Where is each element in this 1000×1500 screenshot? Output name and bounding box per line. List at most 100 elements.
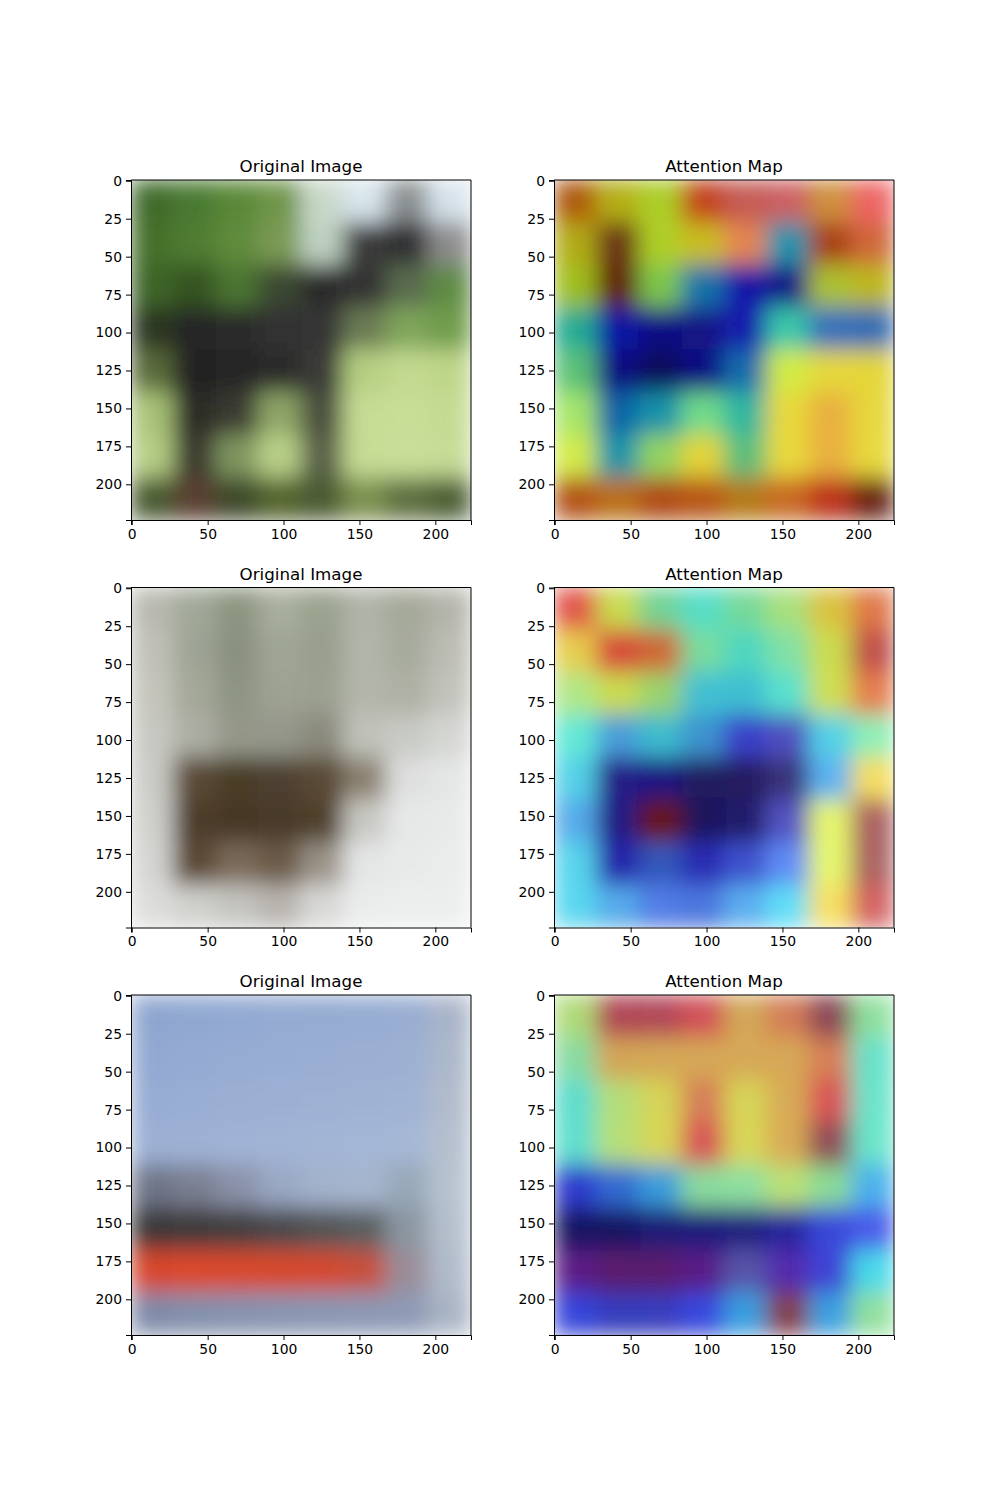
tick-label: 200 (518, 476, 545, 492)
image-cell (386, 1207, 430, 1251)
image-cell (258, 477, 302, 520)
tick-label: 0 (536, 173, 545, 189)
subplot: 0501001502000255075100125150175200Origin… (95, 971, 471, 1357)
underlay-cell (554, 1122, 597, 1166)
image-cell (258, 995, 302, 1038)
underlay-cell (554, 1165, 597, 1209)
attention-cell (851, 672, 894, 716)
tick-label: 100 (694, 526, 721, 542)
underlay-cell (639, 265, 683, 309)
tick-label: 200 (846, 1341, 873, 1357)
axis-line (549, 588, 555, 928)
tick: 175 (95, 846, 131, 862)
tick-label: 0 (113, 173, 122, 189)
underlay-cell (554, 995, 597, 1038)
image-cell (343, 307, 387, 351)
underlay-cell (809, 757, 853, 801)
underlay-cell (681, 180, 725, 223)
tick-label: 0 (551, 933, 560, 949)
image-cell (301, 1080, 345, 1124)
underlay-cell (681, 757, 725, 801)
underlay-cell (681, 885, 725, 928)
attention-cell (596, 715, 640, 759)
axis-line (549, 181, 555, 521)
tick: 25 (104, 1026, 131, 1042)
attention-cell (639, 1080, 683, 1124)
attention-cell (639, 1122, 683, 1166)
tick-label: 50 (622, 526, 640, 542)
tick-mark (549, 1185, 554, 1186)
image-cell (301, 1037, 345, 1081)
tick-mark (126, 854, 131, 855)
underlay-cell (766, 715, 810, 759)
attention-cell (724, 350, 768, 394)
image-cell (131, 1037, 174, 1081)
underlay-cell (851, 435, 894, 479)
tick-mark (631, 928, 632, 933)
attention-cell (851, 995, 894, 1038)
underlay-cell (639, 757, 683, 801)
tick: 200 (423, 928, 450, 950)
image-cell (258, 672, 302, 716)
image-cell (301, 715, 345, 759)
attention-cell (639, 222, 683, 266)
tick: 200 (518, 1291, 554, 1307)
image-cell (131, 222, 174, 266)
tick-label: 0 (128, 526, 137, 542)
image-cell (131, 588, 174, 631)
image-cell (173, 715, 217, 759)
image-cell (131, 757, 174, 801)
tick-label: 200 (518, 1291, 545, 1307)
y-axis: 0255075100125150175200 (518, 988, 554, 1336)
x-axis: 050100150200 (551, 1335, 895, 1357)
tick-mark (126, 778, 131, 779)
image-cell (343, 1250, 387, 1294)
tick-label: 25 (104, 211, 122, 227)
underlay-cell (766, 800, 810, 844)
tick: 200 (95, 884, 131, 900)
image-cell (428, 1165, 471, 1209)
tick-mark (126, 408, 131, 409)
attention-cell (766, 180, 810, 223)
tick: 25 (527, 1026, 554, 1042)
image-cell (173, 392, 217, 436)
y-axis: 0255075100125150175200 (518, 580, 554, 928)
image-cell (386, 757, 430, 801)
tick-label: 100 (95, 732, 122, 748)
tick-mark (707, 928, 708, 933)
image-cell (428, 180, 471, 223)
attention-cell (554, 392, 597, 436)
underlay-cell (766, 885, 810, 928)
attention-cell (554, 800, 597, 844)
attention-cell (851, 1292, 894, 1335)
tick-label: 0 (536, 580, 545, 596)
tick: 0 (128, 1335, 137, 1357)
tick-mark (549, 408, 554, 409)
attention-cell (639, 1037, 683, 1081)
underlay-cell (851, 588, 894, 631)
image-cell (301, 588, 345, 631)
attention-cell (724, 1250, 768, 1294)
attention-cell (554, 350, 597, 394)
underlay-cell (681, 1250, 725, 1294)
image-cell (131, 672, 174, 716)
attention-cell (809, 885, 853, 928)
attention-cell (681, 1122, 725, 1166)
tick: 50 (527, 249, 554, 265)
underlay-cell (554, 842, 597, 886)
attention-cell (554, 435, 597, 479)
tick-mark (126, 740, 131, 741)
tick-mark (549, 484, 554, 485)
attention-cell (809, 1037, 853, 1081)
subplot: 0501001502000255075100125150175200Attent… (518, 971, 894, 1357)
image-cell (131, 1122, 174, 1166)
underlay-cell (554, 1037, 597, 1081)
underlay-cell (681, 995, 725, 1038)
image-cell (343, 800, 387, 844)
tick-label: 75 (104, 287, 122, 303)
image-cell (216, 715, 260, 759)
tick-label: 0 (551, 1341, 560, 1357)
attention-cell (596, 1122, 640, 1166)
underlay-cell (596, 1165, 640, 1209)
attention-cell (596, 1292, 640, 1335)
